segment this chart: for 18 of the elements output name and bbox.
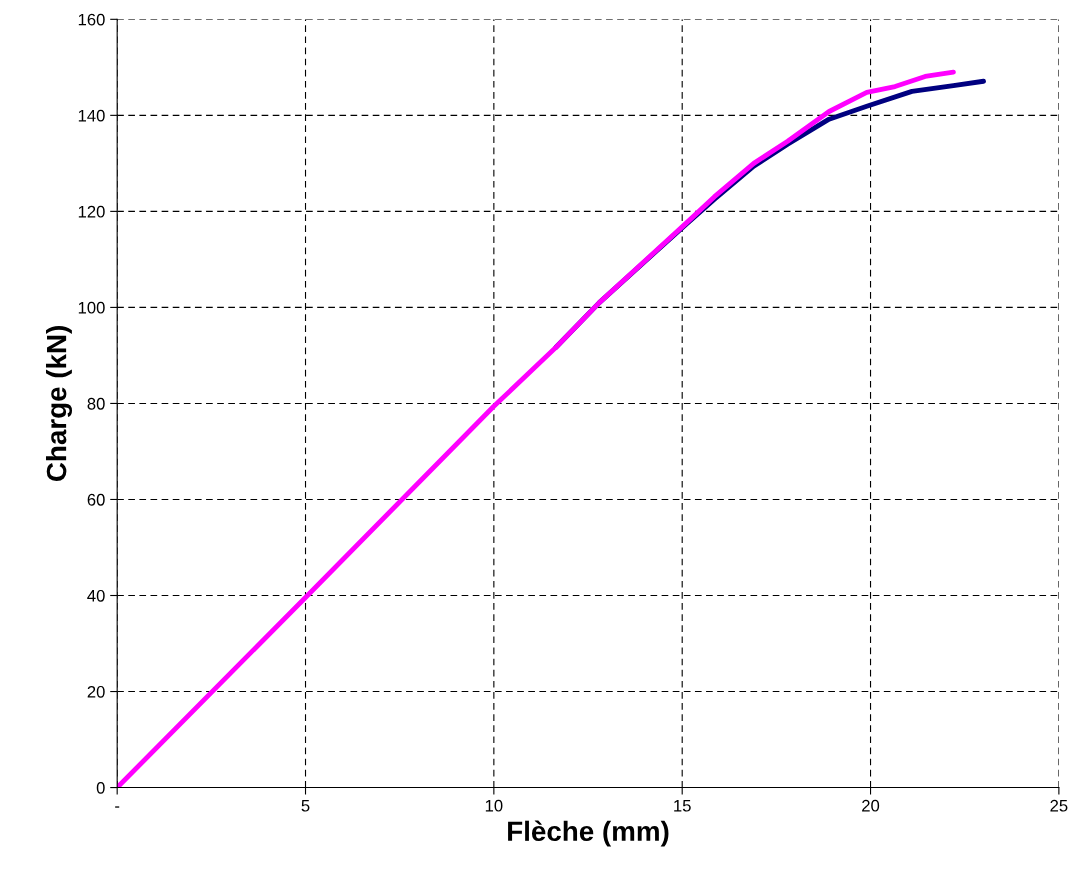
x-tick-label: - [115,806,120,808]
y-tick-label: 40 [87,589,105,602]
x-tick-label: 5 [301,799,310,812]
x-tick-label: 20 [862,799,880,812]
y-tick-label: 140 [78,109,105,122]
y-tick-label: 20 [87,685,105,698]
y-tick-label: 120 [78,205,105,218]
y-tick-label: 100 [78,301,105,314]
y-tick-label: 160 [78,13,105,26]
x-tick-label: 15 [674,799,691,812]
line-series [117,69,956,788]
y-tick-label: 60 [87,493,105,506]
x-tick-label: 10 [485,799,503,812]
y-tick-label: 80 [87,397,105,410]
x-tick-label: 25 [1050,799,1068,812]
y-tick-label: 0 [96,781,105,794]
x-axis-title: Flèche (mm) [508,820,669,847]
y-axis-title: Charge (kN) [45,326,73,482]
